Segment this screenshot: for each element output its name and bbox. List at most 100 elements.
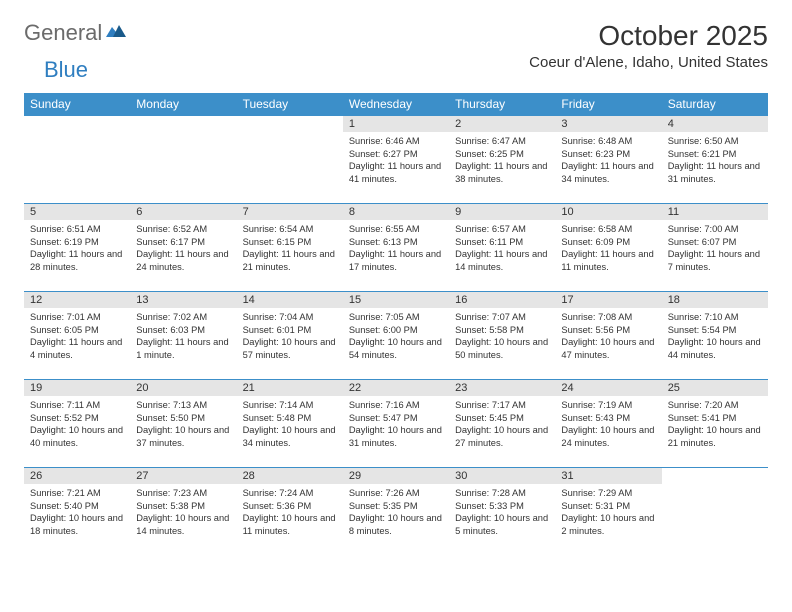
sunrise-text: Sunrise: 6:58 AM (561, 223, 655, 236)
day-number: 1 (343, 116, 449, 132)
calendar-cell: 6Sunrise: 6:52 AMSunset: 6:17 PMDaylight… (130, 204, 236, 292)
daylight-text: Daylight: 11 hours and 4 minutes. (30, 336, 124, 361)
sunrise-text: Sunrise: 7:20 AM (668, 399, 762, 412)
daylight-text: Daylight: 11 hours and 14 minutes. (455, 248, 549, 273)
day-body: Sunrise: 6:55 AMSunset: 6:13 PMDaylight:… (343, 220, 449, 277)
sunrise-text: Sunrise: 7:08 AM (561, 311, 655, 324)
sunrise-text: Sunrise: 6:52 AM (136, 223, 230, 236)
calendar-cell: 14Sunrise: 7:04 AMSunset: 6:01 PMDayligh… (237, 292, 343, 380)
sunset-text: Sunset: 5:54 PM (668, 324, 762, 337)
sunrise-text: Sunrise: 7:16 AM (349, 399, 443, 412)
sunrise-text: Sunrise: 6:57 AM (455, 223, 549, 236)
day-body: Sunrise: 7:20 AMSunset: 5:41 PMDaylight:… (662, 396, 768, 453)
sunrise-text: Sunrise: 7:14 AM (243, 399, 337, 412)
daylight-text: Daylight: 10 hours and 50 minutes. (455, 336, 549, 361)
day-header: Thursday (449, 93, 555, 116)
calendar-body: 1Sunrise: 6:46 AMSunset: 6:27 PMDaylight… (24, 116, 768, 556)
calendar-cell: 27Sunrise: 7:23 AMSunset: 5:38 PMDayligh… (130, 468, 236, 556)
calendar-week: 19Sunrise: 7:11 AMSunset: 5:52 PMDayligh… (24, 380, 768, 468)
sunrise-text: Sunrise: 7:10 AM (668, 311, 762, 324)
calendar-cell: 7Sunrise: 6:54 AMSunset: 6:15 PMDaylight… (237, 204, 343, 292)
daylight-text: Daylight: 11 hours and 31 minutes. (668, 160, 762, 185)
daylight-text: Daylight: 11 hours and 7 minutes. (668, 248, 762, 273)
sunset-text: Sunset: 5:47 PM (349, 412, 443, 425)
month-title: October 2025 (529, 20, 768, 52)
daylight-text: Daylight: 10 hours and 11 minutes. (243, 512, 337, 537)
day-body: Sunrise: 6:54 AMSunset: 6:15 PMDaylight:… (237, 220, 343, 277)
sunset-text: Sunset: 6:21 PM (668, 148, 762, 161)
daylight-text: Daylight: 11 hours and 1 minute. (136, 336, 230, 361)
day-body: Sunrise: 7:08 AMSunset: 5:56 PMDaylight:… (555, 308, 661, 365)
sunset-text: Sunset: 5:41 PM (668, 412, 762, 425)
day-body: Sunrise: 7:11 AMSunset: 5:52 PMDaylight:… (24, 396, 130, 453)
calendar-cell (662, 468, 768, 556)
calendar-cell: 22Sunrise: 7:16 AMSunset: 5:47 PMDayligh… (343, 380, 449, 468)
day-body: Sunrise: 6:51 AMSunset: 6:19 PMDaylight:… (24, 220, 130, 277)
day-number: 19 (24, 380, 130, 396)
title-block: October 2025 Coeur d'Alene, Idaho, Unite… (529, 20, 768, 71)
calendar-week: 5Sunrise: 6:51 AMSunset: 6:19 PMDaylight… (24, 204, 768, 292)
day-header: Tuesday (237, 93, 343, 116)
daylight-text: Daylight: 11 hours and 41 minutes. (349, 160, 443, 185)
day-body: Sunrise: 7:17 AMSunset: 5:45 PMDaylight:… (449, 396, 555, 453)
calendar-cell: 4 Sunrise: 6:50 AMSunset: 6:21 PMDaylight… (662, 116, 768, 204)
day-body: Sunrise: 7:07 AMSunset: 5:58 PMDaylight:… (449, 308, 555, 365)
sunset-text: Sunset: 6:15 PM (243, 236, 337, 249)
day-number: 10 (555, 204, 661, 220)
sunset-text: Sunset: 5:50 PM (136, 412, 230, 425)
day-number: 6 (130, 204, 236, 220)
sunrise-text: Sunrise: 7:26 AM (349, 487, 443, 500)
sunset-text: Sunset: 6:27 PM (349, 148, 443, 161)
calendar-cell: 25Sunrise: 7:20 AMSunset: 5:41 PMDayligh… (662, 380, 768, 468)
day-body: Sunrise: 7:04 AMSunset: 6:01 PMDaylight:… (237, 308, 343, 365)
daylight-text: Daylight: 10 hours and 54 minutes. (349, 336, 443, 361)
day-number: 21 (237, 380, 343, 396)
sunset-text: Sunset: 5:35 PM (349, 500, 443, 513)
sunrise-text: Sunrise: 6:55 AM (349, 223, 443, 236)
calendar-cell: 13Sunrise: 7:02 AMSunset: 6:03 PMDayligh… (130, 292, 236, 380)
day-header: Wednesday (343, 93, 449, 116)
sunset-text: Sunset: 6:25 PM (455, 148, 549, 161)
sunrise-text: Sunrise: 7:24 AM (243, 487, 337, 500)
daylight-text: Daylight: 11 hours and 21 minutes. (243, 248, 337, 273)
calendar-table: SundayMondayTuesdayWednesdayThursdayFrid… (24, 93, 768, 556)
sunrise-text: Sunrise: 6:50 AM (668, 135, 762, 148)
sunrise-text: Sunrise: 7:28 AM (455, 487, 549, 500)
sunset-text: Sunset: 6:23 PM (561, 148, 655, 161)
day-body: Sunrise: 7:28 AMSunset: 5:33 PMDaylight:… (449, 484, 555, 541)
logo: General (24, 20, 130, 46)
calendar-cell: 8Sunrise: 6:55 AMSunset: 6:13 PMDaylight… (343, 204, 449, 292)
daylight-text: Daylight: 10 hours and 27 minutes. (455, 424, 549, 449)
day-body: Sunrise: 6:48 AMSunset: 6:23 PMDaylight:… (555, 132, 661, 189)
calendar-cell: 9Sunrise: 6:57 AMSunset: 6:11 PMDaylight… (449, 204, 555, 292)
daylight-text: Daylight: 10 hours and 37 minutes. (136, 424, 230, 449)
daylight-text: Daylight: 10 hours and 24 minutes. (561, 424, 655, 449)
day-number: 27 (130, 468, 236, 484)
calendar-cell: 19Sunrise: 7:11 AMSunset: 5:52 PMDayligh… (24, 380, 130, 468)
sunrise-text: Sunrise: 7:02 AM (136, 311, 230, 324)
sunrise-text: Sunrise: 7:05 AM (349, 311, 443, 324)
calendar-cell (130, 116, 236, 204)
day-number: 3 (555, 116, 661, 132)
day-number: 20 (130, 380, 236, 396)
day-body: Sunrise: 7:19 AMSunset: 5:43 PMDaylight:… (555, 396, 661, 453)
day-body: Sunrise: 7:13 AMSunset: 5:50 PMDaylight:… (130, 396, 236, 453)
logo-text-blue: Blue (44, 57, 88, 83)
sunrise-text: Sunrise: 6:46 AM (349, 135, 443, 148)
calendar-cell: 26Sunrise: 7:21 AMSunset: 5:40 PMDayligh… (24, 468, 130, 556)
day-number: 7 (237, 204, 343, 220)
sunset-text: Sunset: 6:07 PM (668, 236, 762, 249)
day-body: Sunrise: 7:21 AMSunset: 5:40 PMDaylight:… (24, 484, 130, 541)
sunset-text: Sunset: 5:43 PM (561, 412, 655, 425)
day-number: 15 (343, 292, 449, 308)
day-body: Sunrise: 7:23 AMSunset: 5:38 PMDaylight:… (130, 484, 236, 541)
sunset-text: Sunset: 5:56 PM (561, 324, 655, 337)
daylight-text: Daylight: 10 hours and 14 minutes. (136, 512, 230, 537)
day-body: Sunrise: 7:00 AMSunset: 6:07 PMDaylight:… (662, 220, 768, 277)
sunrise-text: Sunrise: 6:54 AM (243, 223, 337, 236)
sunrise-text: Sunrise: 6:51 AM (30, 223, 124, 236)
sunset-text: Sunset: 6:05 PM (30, 324, 124, 337)
day-number: 4 (662, 116, 768, 132)
calendar-cell: 24Sunrise: 7:19 AMSunset: 5:43 PMDayligh… (555, 380, 661, 468)
calendar-cell (24, 116, 130, 204)
